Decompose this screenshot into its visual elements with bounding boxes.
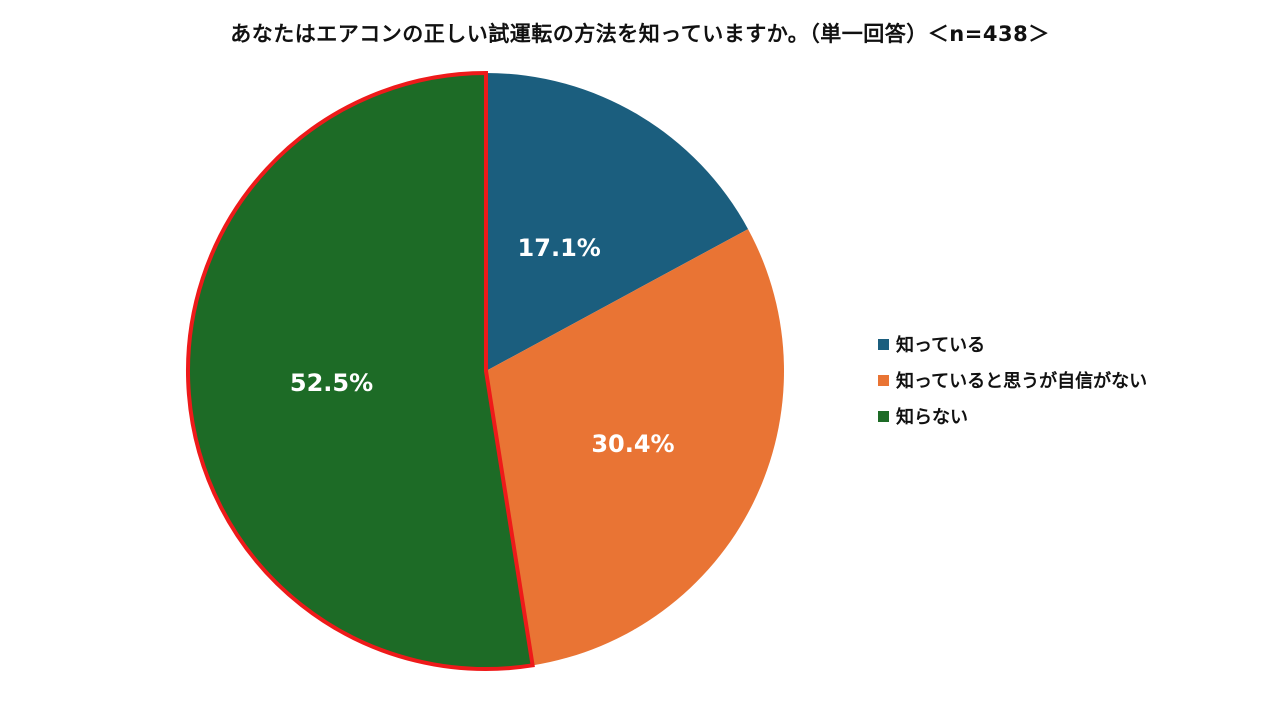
data-label-dont-know: 52.5% — [289, 369, 374, 398]
legend-swatch-icon — [878, 410, 889, 422]
slice-know — [486, 73, 749, 371]
data-label-unsure: 30.4% — [591, 429, 675, 458]
legend-label: 知っていると思うが自信がない — [896, 371, 1148, 392]
legend: 知っている 知っていると思うが自信がない 知らない — [878, 326, 1147, 434]
legend-label: 知っている — [896, 335, 986, 356]
data-label-know: 17.1% — [517, 234, 601, 263]
legend-item-dont-know: 知らない — [878, 398, 1147, 434]
highlight-border — [186, 70, 535, 671]
chart-title: あなたはエアコンの正しい試運転の方法を知っていますか。（単一回答）＜n=438＞ — [230, 22, 1050, 46]
slice-unsure — [486, 229, 784, 666]
legend-item-unsure: 知っていると思うが自信がない — [878, 362, 1147, 398]
legend-label: 知らない — [896, 407, 968, 428]
legend-swatch-icon — [878, 374, 889, 386]
slice-dont-know — [187, 73, 533, 669]
legend-swatch-icon — [878, 338, 889, 350]
legend-item-know: 知っている — [878, 326, 1147, 362]
